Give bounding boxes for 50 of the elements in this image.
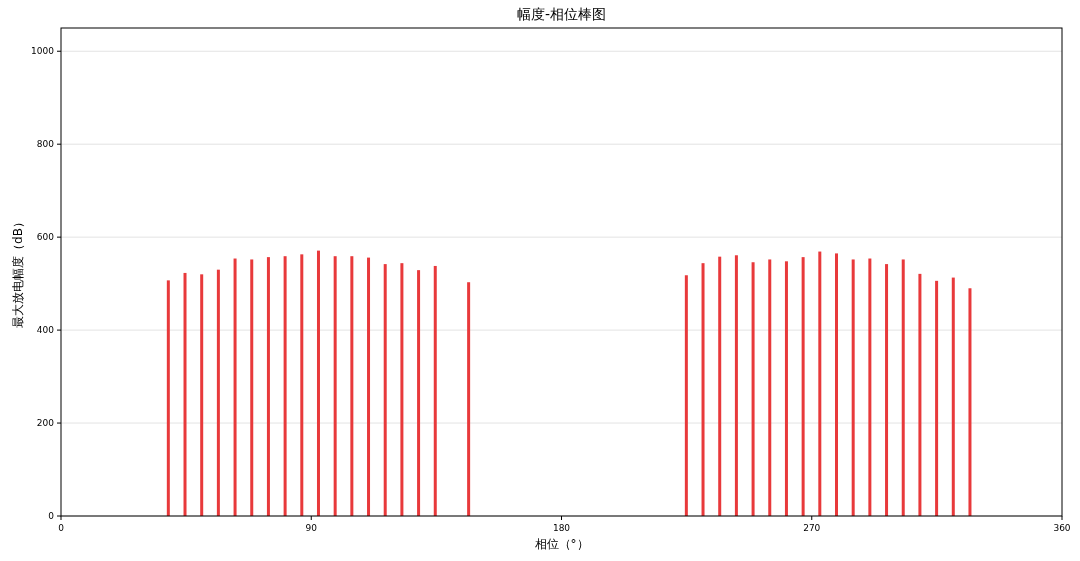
bar xyxy=(166,280,170,516)
bar xyxy=(968,288,972,516)
y-axis-title: 最大放电幅度（dB） xyxy=(11,216,25,328)
bar xyxy=(333,256,337,516)
bar xyxy=(784,261,788,516)
bar xyxy=(935,280,939,516)
bar xyxy=(918,273,922,516)
chart-title: 幅度-相位棒图 xyxy=(516,6,607,22)
y-tick-label: 200 xyxy=(36,418,55,429)
bar xyxy=(383,264,387,516)
x-tick-label: 180 xyxy=(552,523,571,533)
x-axis-title: 相位（°） xyxy=(534,537,589,551)
bar xyxy=(951,277,955,516)
bar xyxy=(734,255,738,516)
bar xyxy=(768,259,772,516)
y-tick-label: 800 xyxy=(36,139,55,150)
bar xyxy=(200,274,204,516)
bar xyxy=(901,259,905,516)
y-tick-label: 0 xyxy=(48,511,55,521)
y-tick-label: 400 xyxy=(36,325,55,336)
bar xyxy=(885,264,889,516)
y-tick-label: 1000 xyxy=(31,46,55,57)
bar xyxy=(300,254,304,516)
bar xyxy=(433,265,437,516)
bar xyxy=(467,282,471,516)
bar xyxy=(233,258,237,516)
x-tick-label: 270 xyxy=(803,523,821,533)
bar xyxy=(818,251,822,516)
bar xyxy=(835,253,838,516)
y-tick-label: 600 xyxy=(36,232,55,243)
bar xyxy=(266,257,270,516)
bar xyxy=(701,263,705,516)
bar xyxy=(400,263,404,516)
bar xyxy=(250,259,254,516)
bar xyxy=(801,257,805,516)
bar xyxy=(868,258,872,516)
bar xyxy=(851,259,855,516)
bar xyxy=(316,250,320,516)
x-tick-label: 0 xyxy=(58,523,65,533)
bar xyxy=(718,256,722,516)
bar xyxy=(350,256,354,516)
bar xyxy=(216,269,220,516)
bar xyxy=(183,272,187,516)
bar xyxy=(367,257,371,516)
bar xyxy=(751,262,755,516)
bar xyxy=(684,275,688,516)
x-tick-label: 360 xyxy=(1053,523,1071,533)
bar xyxy=(283,256,287,516)
bar xyxy=(417,270,421,516)
x-tick-label: 90 xyxy=(305,523,318,533)
